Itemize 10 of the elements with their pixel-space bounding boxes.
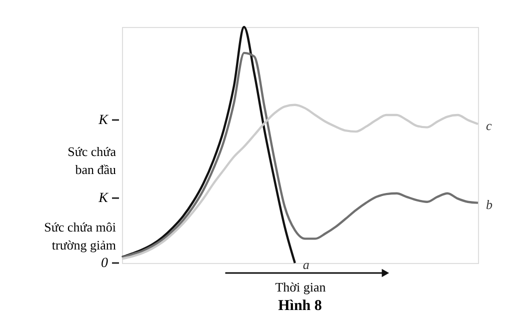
series-label: b <box>486 196 493 212</box>
x-axis-title: Thời gian <box>275 280 326 294</box>
text: Hình 8 <box>278 298 322 314</box>
text: 0 <box>101 256 108 271</box>
series-label: c <box>486 118 492 133</box>
series-label: a <box>302 257 310 272</box>
text: K <box>98 112 109 128</box>
text: K <box>98 191 109 206</box>
text: Sức chứa môi trường giảm <box>44 220 116 253</box>
text: Sức chứa ban đầu <box>68 144 116 178</box>
